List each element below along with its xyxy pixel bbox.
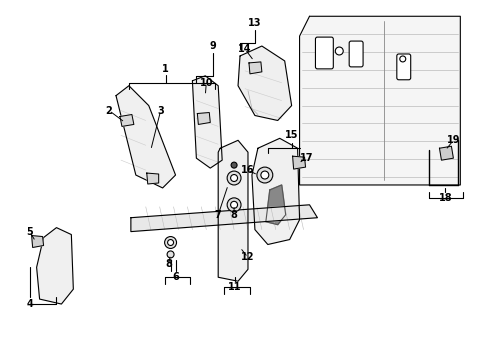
Text: 8: 8 [230,210,237,220]
FancyBboxPatch shape [348,41,362,67]
Polygon shape [292,156,305,169]
Text: 16: 16 [241,165,254,175]
Text: 4: 4 [26,299,33,309]
Polygon shape [197,113,210,125]
Circle shape [256,167,272,183]
Text: 5: 5 [26,226,33,237]
Circle shape [164,237,176,248]
Circle shape [167,251,174,258]
Circle shape [399,56,405,62]
Text: 18: 18 [438,193,451,203]
FancyBboxPatch shape [396,54,410,80]
Polygon shape [146,173,158,184]
Text: 2: 2 [105,105,112,116]
Circle shape [230,175,237,181]
Circle shape [167,239,173,246]
Circle shape [260,171,268,179]
Text: 9: 9 [209,41,216,51]
Text: 19: 19 [446,135,459,145]
Polygon shape [116,86,175,188]
Polygon shape [299,16,459,185]
Text: 17: 17 [299,153,313,163]
Polygon shape [32,235,43,247]
Text: 10: 10 [199,78,213,88]
Polygon shape [37,228,73,304]
Polygon shape [439,146,452,160]
FancyBboxPatch shape [315,37,333,69]
Text: 1: 1 [162,64,169,74]
Polygon shape [120,114,134,126]
Polygon shape [192,76,222,168]
Polygon shape [238,46,291,121]
Text: 8: 8 [165,259,172,269]
Polygon shape [131,205,317,231]
Text: 3: 3 [157,105,163,116]
Polygon shape [248,62,262,74]
Circle shape [335,47,343,55]
Text: 7: 7 [214,210,221,220]
Circle shape [230,201,237,208]
Text: 13: 13 [248,18,261,28]
Circle shape [226,171,241,185]
Text: 11: 11 [228,282,242,292]
Text: 14: 14 [238,44,251,54]
Text: 15: 15 [285,130,298,140]
Circle shape [231,162,237,168]
Polygon shape [251,138,299,244]
Polygon shape [265,185,285,225]
Polygon shape [218,140,247,281]
Text: 6: 6 [172,272,179,282]
Circle shape [226,198,241,212]
Text: 12: 12 [241,252,254,262]
